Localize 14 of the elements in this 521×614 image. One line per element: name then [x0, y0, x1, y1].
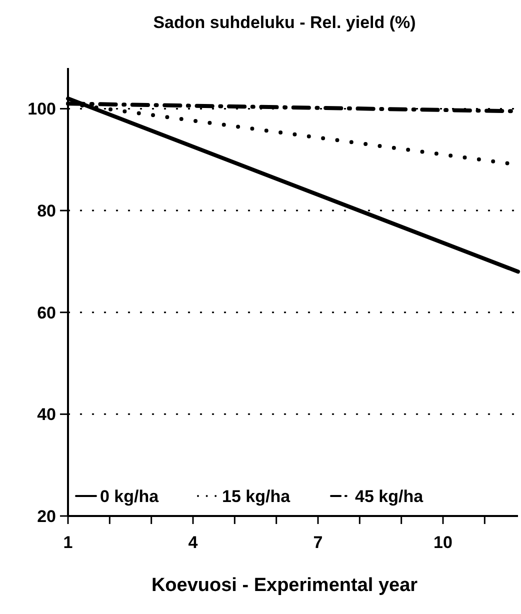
- x-tick-label: 10: [434, 533, 452, 552]
- y-tick-label: 40: [37, 405, 56, 424]
- legend-label: 0 kg/ha: [100, 487, 160, 506]
- chart-title: Sadon suhdeluku - Rel. yield (%): [153, 13, 416, 32]
- legend-label: 45 kg/ha: [355, 487, 424, 506]
- legend-label: 15 kg/ha: [222, 487, 291, 506]
- y-tick-label: 60: [37, 303, 56, 322]
- y-tick-label: 100: [28, 100, 56, 119]
- x-tick-label: 1: [63, 533, 73, 552]
- y-tick-label: 20: [37, 507, 56, 526]
- x-tick-label: 4: [188, 533, 198, 552]
- x-tick-label: 7: [313, 533, 323, 552]
- y-tick-label: 80: [37, 202, 56, 221]
- x-axis-title: Koevuosi - Experimental year: [151, 575, 418, 596]
